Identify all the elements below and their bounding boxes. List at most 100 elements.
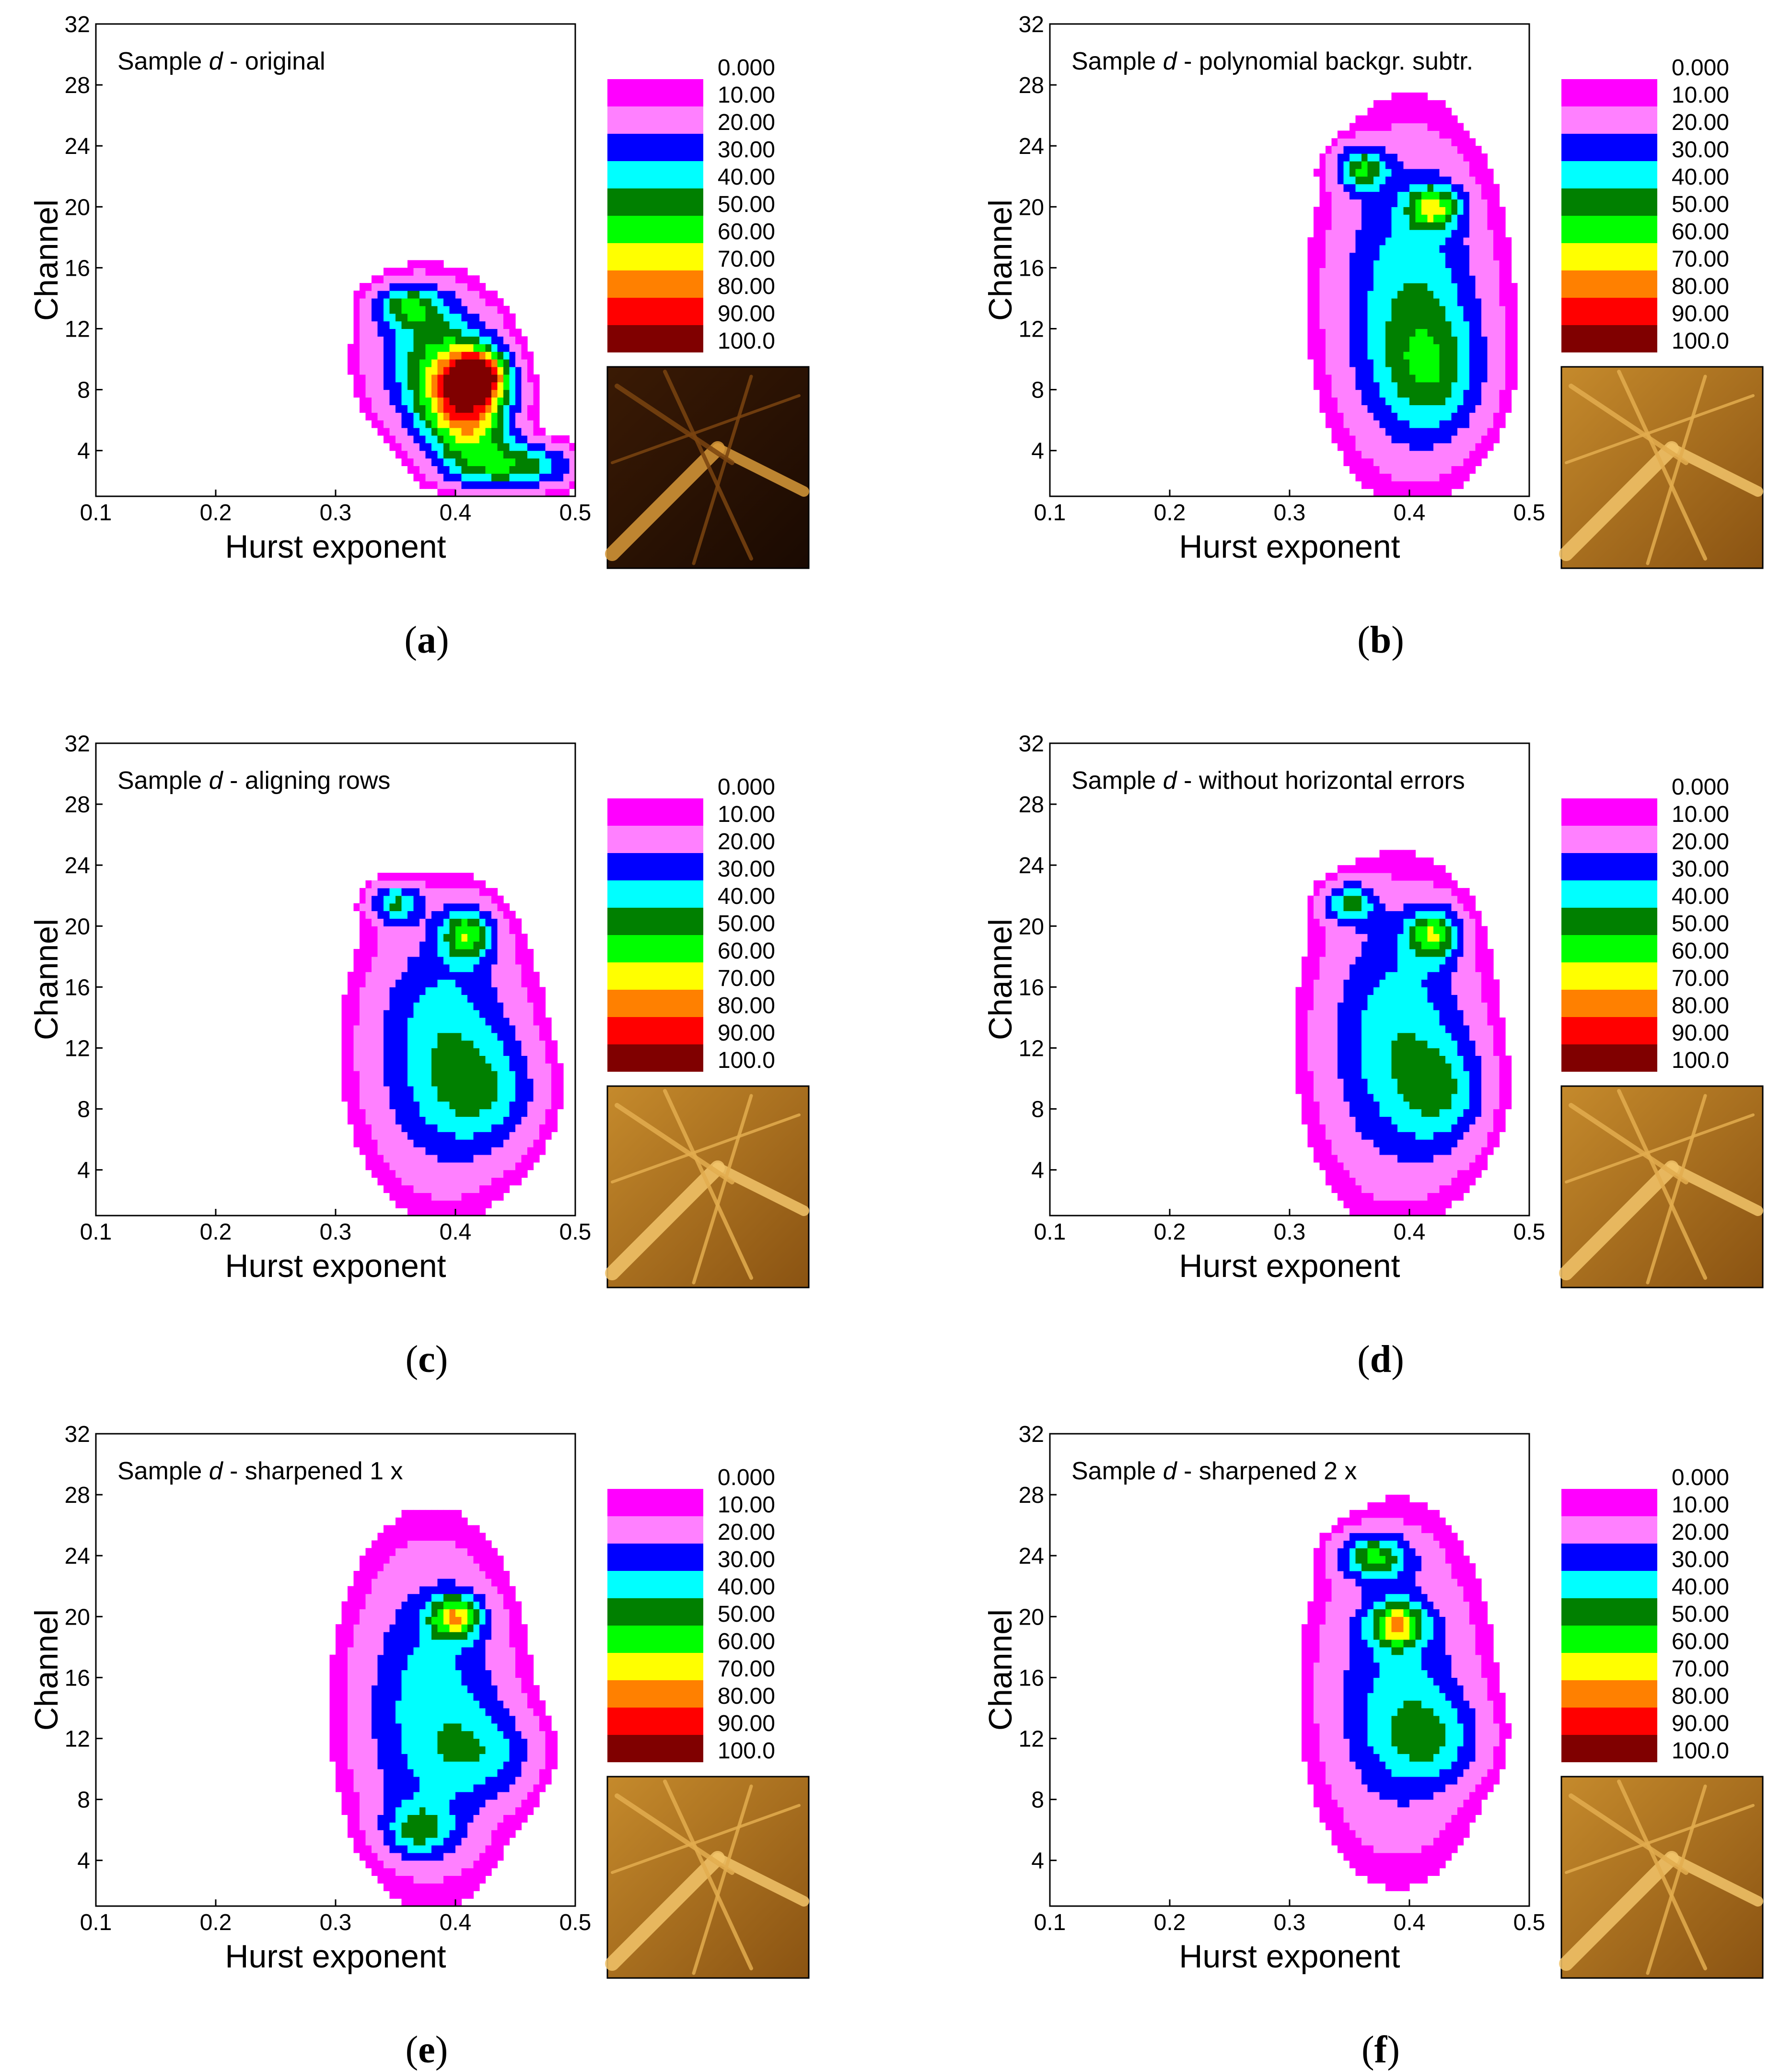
heatmap-cell (534, 397, 540, 405)
heatmap-cell (455, 918, 462, 926)
heatmap-cell (426, 268, 432, 275)
heatmap-cell (1481, 367, 1488, 375)
heatmap-cell (462, 375, 468, 382)
heatmap-cell (438, 443, 444, 451)
heatmap-cell (1428, 1055, 1434, 1063)
heatmap-cell (348, 1002, 354, 1010)
heatmap-cell (1385, 1178, 1392, 1185)
heatmap-cell (515, 1048, 522, 1055)
heatmap-cell (1296, 1033, 1302, 1041)
heatmap-cell (1428, 321, 1434, 329)
heatmap-cell (498, 1002, 504, 1010)
heatmap-cell (546, 473, 552, 481)
heatmap-cell (372, 964, 378, 972)
heatmap-cell (474, 1018, 480, 1025)
heatmap-cell (467, 428, 474, 435)
heatmap-cell (1397, 1048, 1404, 1055)
heatmap-cell (1361, 1185, 1368, 1193)
heatmap-cell (378, 1063, 384, 1071)
heatmap-cell (515, 1109, 522, 1117)
heatmap-cell (1404, 896, 1410, 903)
heatmap-cell (1356, 382, 1362, 390)
heatmap-cell (1380, 865, 1386, 873)
heatmap-cell (510, 941, 516, 949)
heatmap-cell (354, 328, 360, 336)
heatmap-cell (1476, 375, 1482, 382)
heatmap-cell (1314, 230, 1320, 237)
y-tick-label: 32 (65, 12, 90, 37)
heatmap-cell (360, 1139, 366, 1147)
heatmap-cell (1338, 1193, 1344, 1200)
heatmap-cell (474, 1055, 480, 1063)
heatmap-cell (1421, 934, 1428, 941)
heatmap-cell (498, 428, 504, 435)
heatmap-cell (414, 896, 420, 903)
heatmap-cell (1344, 880, 1350, 888)
heatmap-cell (426, 367, 432, 375)
heatmap-cell (503, 987, 510, 995)
heatmap-cell (1302, 1094, 1308, 1101)
heatmap-cell (1433, 306, 1440, 314)
heatmap-cell (1302, 1002, 1308, 1010)
heatmap-cell (1344, 1063, 1350, 1071)
caption-paren: ( (404, 619, 417, 661)
heatmap-cell (1350, 934, 1356, 941)
heatmap-cell (354, 390, 360, 398)
heatmap-cell (474, 903, 480, 911)
heatmap-cell (1344, 1055, 1350, 1063)
heatmap-cell (467, 405, 474, 412)
heatmap-cell (527, 466, 534, 473)
heatmap-cell (419, 344, 426, 351)
heatmap-cell (1476, 184, 1482, 192)
heatmap-cell (1493, 184, 1500, 192)
heatmap-cell (1361, 207, 1368, 214)
heatmap-cell (462, 306, 468, 314)
heatmap-cell (1296, 1041, 1302, 1048)
heatmap-cell (1338, 283, 1344, 291)
heatmap-cell (1488, 435, 1494, 443)
heatmap-cell (426, 957, 432, 964)
heatmap-cell (450, 283, 456, 291)
heatmap-cell (1404, 1147, 1410, 1155)
heatmap-cell (384, 1139, 390, 1147)
heatmap-cell (534, 375, 540, 382)
title-prefix: Sample (117, 47, 209, 75)
heatmap-cell (1350, 275, 1356, 283)
heatmap-cell (522, 1132, 528, 1139)
heatmap-cell (1404, 1094, 1410, 1101)
heatmap-cell (384, 995, 390, 1002)
heatmap-cell (348, 1086, 354, 1094)
heatmap-cell (1380, 298, 1386, 306)
heatmap-cell (1308, 1048, 1314, 1055)
heatmap-cell (1397, 473, 1404, 481)
heatmap-cell (1368, 283, 1374, 291)
heatmap-cell (1385, 245, 1392, 253)
heatmap-cell (1373, 873, 1380, 880)
heatmap-cell (1457, 169, 1464, 176)
heatmap-cell (1326, 987, 1332, 995)
heatmap-cell (467, 1155, 474, 1162)
heatmap-cell (1308, 336, 1314, 344)
heatmap-cell (438, 359, 444, 367)
heatmap-cell (384, 420, 390, 428)
heatmap-cell (522, 405, 528, 412)
heatmap-cell (419, 880, 426, 888)
heatmap-cell (1457, 412, 1464, 420)
heatmap-cell (1488, 291, 1494, 298)
heatmap-cell (455, 972, 462, 980)
heatmap-cell (1428, 306, 1434, 314)
heatmap-cell (491, 466, 498, 473)
heatmap-cell (378, 412, 384, 420)
heatmap-cell (1344, 321, 1350, 329)
heatmap-cell (1404, 275, 1410, 283)
heatmap-cell (431, 275, 438, 283)
heatmap-cell (431, 918, 438, 926)
heatmap-cell (498, 1116, 504, 1124)
heatmap-cell (1505, 375, 1512, 382)
heatmap-cell (443, 1094, 450, 1101)
heatmap-cell (1416, 192, 1422, 199)
heatmap-cell (1385, 888, 1392, 896)
heatmap-cell (462, 428, 468, 435)
heatmap-cell (1505, 367, 1512, 375)
heatmap-cell (1314, 941, 1320, 949)
